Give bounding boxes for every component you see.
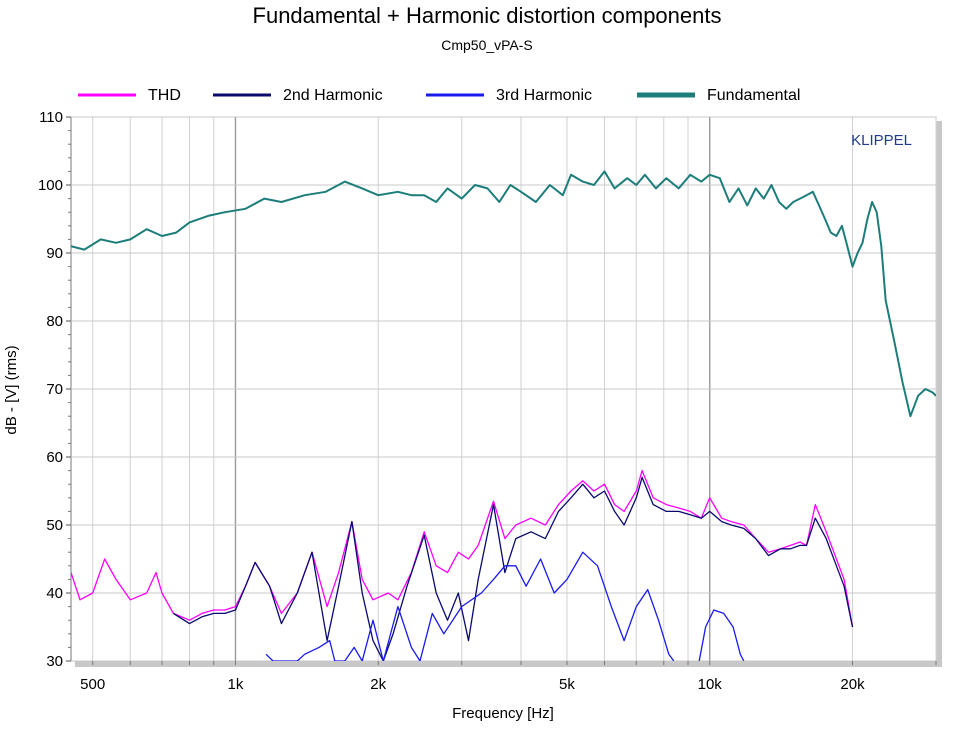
y-tick-label: 110 <box>39 109 63 126</box>
y-tick-label: 80 <box>46 313 63 330</box>
y-axis-title: dB - [V] (rms) <box>3 345 20 434</box>
legend: THD 2nd Harmonic 3rd Harmonic Fundamental <box>78 87 800 104</box>
series-line-thd <box>71 469 854 628</box>
y-tick-label: 70 <box>46 381 63 398</box>
series-line-2nd-harmonic <box>173 476 854 661</box>
x-tick-label: 500 <box>80 676 105 693</box>
y-tick-label: 50 <box>46 517 63 534</box>
y-tick-label: 40 <box>46 585 63 602</box>
legend-label: 2nd Harmonic <box>283 87 383 104</box>
x-axis-ticks: 500 1k 2k 5k 10k 20k <box>80 661 937 693</box>
x-tick-label: 1k <box>228 676 244 693</box>
grid <box>71 116 937 662</box>
chart-subtitle: Cmp50_vPA-S <box>441 37 533 53</box>
y-tick-label: 100 <box>38 177 63 194</box>
y-tick-label: 90 <box>46 245 63 262</box>
x-tick-label: 10k <box>698 676 723 693</box>
legend-label: 3rd Harmonic <box>496 87 592 104</box>
series-line-3rd-harmonic-segment-2 <box>698 609 745 661</box>
y-tick-label: 60 <box>46 449 63 466</box>
x-axis-title: Frequency [Hz] <box>452 705 554 722</box>
series-line-fundamental <box>71 170 936 418</box>
y-tick-label: 30 <box>46 653 63 670</box>
series-line-3rd-harmonic <box>265 551 675 661</box>
x-tick-label: 5k <box>559 676 575 693</box>
y-axis-ticks: 30 40 50 60 70 80 90 100 110 <box>38 109 71 670</box>
x-tick-label: 2k <box>370 676 386 693</box>
series-layer <box>71 170 936 661</box>
legend-label: THD <box>148 87 181 104</box>
chart-title: Fundamental + Harmonic distortion compon… <box>253 3 722 28</box>
legend-label: Fundamental <box>707 87 800 104</box>
klippel-watermark: KLIPPEL <box>851 132 912 149</box>
x-tick-label: 20k <box>840 676 865 693</box>
